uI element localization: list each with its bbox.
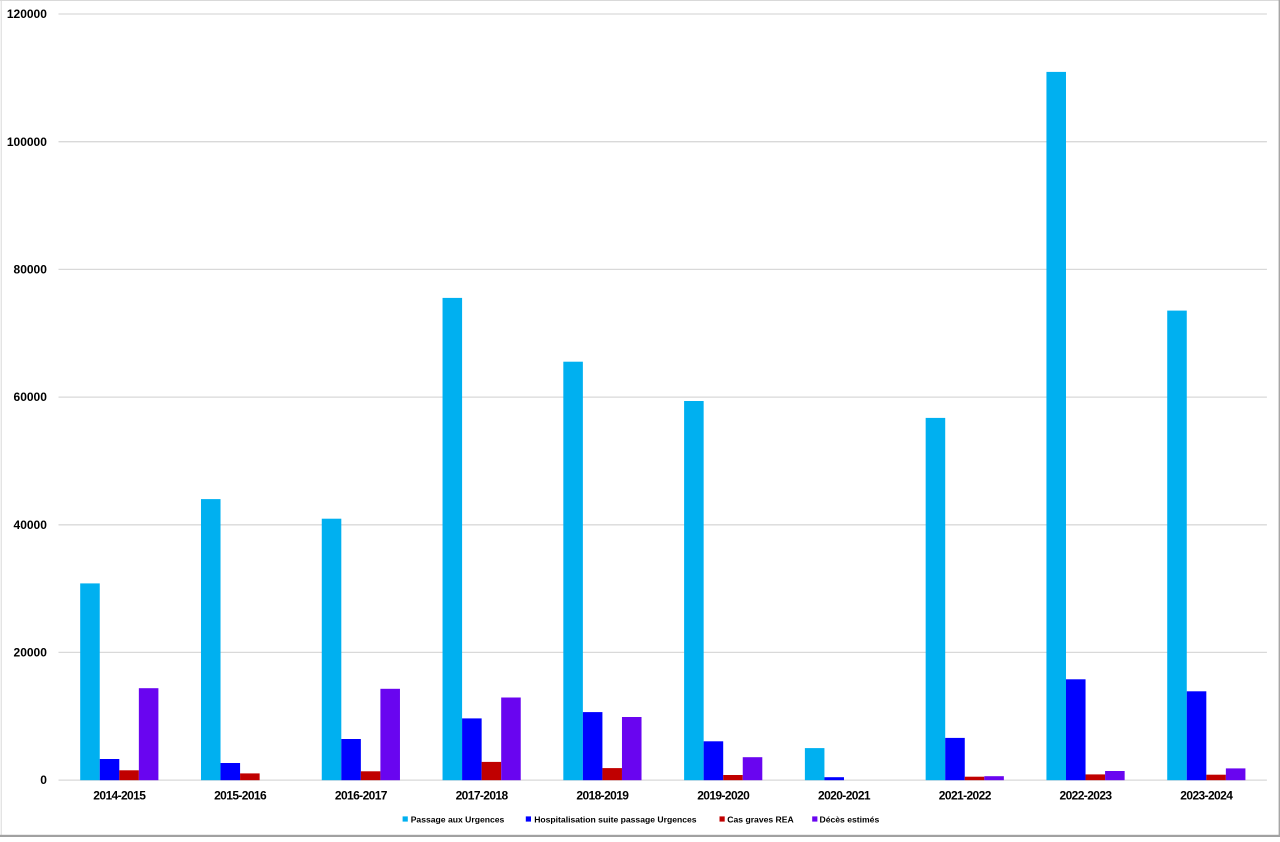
svg-text:2021-2022: 2021-2022 bbox=[939, 789, 992, 803]
svg-text:120000: 120000 bbox=[7, 7, 47, 21]
svg-text:Hospitalisation suite passage: Hospitalisation suite passage Urgences bbox=[534, 814, 697, 824]
svg-text:Passage aux Urgences: Passage aux Urgences bbox=[411, 814, 505, 824]
svg-text:2015-2016: 2015-2016 bbox=[214, 789, 267, 803]
svg-text:80000: 80000 bbox=[14, 263, 48, 277]
svg-text:2018-2019: 2018-2019 bbox=[576, 789, 629, 803]
svg-text:2019-2020: 2019-2020 bbox=[697, 789, 750, 803]
svg-text:Cas graves REA: Cas graves REA bbox=[727, 814, 793, 824]
svg-text:2017-2018: 2017-2018 bbox=[456, 789, 509, 803]
svg-text:0: 0 bbox=[40, 773, 47, 787]
svg-text:40000: 40000 bbox=[14, 518, 48, 532]
svg-text:2020-2021: 2020-2021 bbox=[818, 789, 871, 803]
svg-text:2016-2017: 2016-2017 bbox=[335, 789, 388, 803]
svg-text:60000: 60000 bbox=[14, 390, 48, 404]
svg-text:100000: 100000 bbox=[7, 135, 47, 149]
svg-text:20000: 20000 bbox=[14, 646, 48, 660]
svg-text:Décès estimés: Décès estimés bbox=[820, 814, 880, 824]
svg-text:2023-2024: 2023-2024 bbox=[1180, 789, 1233, 803]
svg-text:2014-2015: 2014-2015 bbox=[93, 789, 146, 803]
svg-text:2022-2023: 2022-2023 bbox=[1060, 789, 1113, 803]
